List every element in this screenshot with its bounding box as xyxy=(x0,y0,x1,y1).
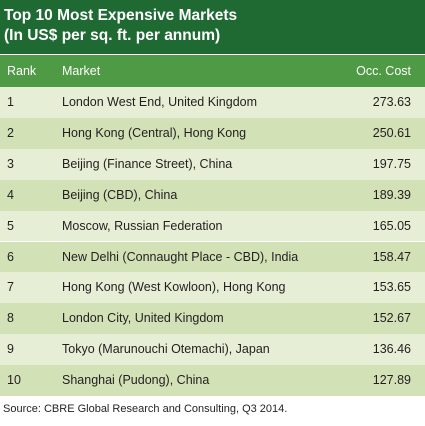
rank-cell: 6 xyxy=(7,249,14,264)
table-row: 5 Moscow, Russian Federation 165.05 xyxy=(0,210,425,242)
occ-cost-cell: 250.61 xyxy=(372,125,411,140)
table-body: 1 London West End, United Kingdom 273.63… xyxy=(0,87,425,396)
occ-cost-cell: 273.63 xyxy=(372,95,411,109)
rank-cell: 9 xyxy=(7,342,14,357)
table-row: 1 London West End, United Kingdom 273.63 xyxy=(0,87,425,118)
rank-cell: 8 xyxy=(7,311,14,326)
market-cell: London West End, United Kingdom xyxy=(62,95,258,109)
occ-cost-cell: 127.89 xyxy=(372,373,411,388)
market-cell: Hong Kong (Central), Hong Kong xyxy=(62,125,247,140)
occ-cost-cell: 158.47 xyxy=(372,249,411,264)
source-note: Source: CBRE Global Research and Consult… xyxy=(3,403,288,415)
rank-cell: 10 xyxy=(7,373,21,388)
market-cell: Moscow, Russian Federation xyxy=(62,218,223,233)
column-header-rank: Rank xyxy=(7,64,37,78)
table-title: Top 10 Most Expensive Markets (In US$ pe… xyxy=(0,0,425,54)
rank-cell: 5 xyxy=(7,218,14,233)
rank-cell: 2 xyxy=(7,125,14,140)
rank-cell: 7 xyxy=(7,280,14,295)
market-cell: London City, United Kingdom xyxy=(62,311,224,326)
markets-table-card: Top 10 Most Expensive Markets (In US$ pe… xyxy=(0,0,425,396)
market-cell: Tokyo (Marunouchi Otemachi), Japan xyxy=(62,342,270,357)
market-cell: Hong Kong (West Kowloon), Hong Kong xyxy=(62,280,286,295)
occ-cost-cell: 189.39 xyxy=(372,187,411,202)
table-row: 4 Beijing (CBD), China 189.39 xyxy=(0,179,425,211)
rank-cell: 3 xyxy=(7,156,14,171)
table-row: 10 Shanghai (Pudong), China 127.89 xyxy=(0,365,425,396)
market-cell: Shanghai (Pudong), China xyxy=(62,373,210,388)
occ-cost-cell: 165.05 xyxy=(372,218,411,233)
table-row: 6 New Delhi (Connaught Place - CBD), Ind… xyxy=(0,241,425,273)
table-title-line-1: Top 10 Most Expensive Markets xyxy=(4,7,238,24)
column-header-market: Market xyxy=(62,64,101,78)
rank-cell: 1 xyxy=(7,95,14,109)
market-cell: Beijing (CBD), China xyxy=(62,187,178,202)
occ-cost-cell: 153.65 xyxy=(372,280,411,295)
column-header-row: Rank Market Occ. Cost xyxy=(0,55,425,87)
column-header-occ-cost: Occ. Cost xyxy=(356,64,411,78)
rank-cell: 4 xyxy=(7,187,14,202)
occ-cost-cell: 136.46 xyxy=(372,342,411,357)
table-row: 7 Hong Kong (West Kowloon), Hong Kong 15… xyxy=(0,272,425,304)
occ-cost-cell: 197.75 xyxy=(372,156,411,171)
table-row: 2 Hong Kong (Central), Hong Kong 250.61 xyxy=(0,117,425,149)
occ-cost-cell: 152.67 xyxy=(372,311,411,326)
market-cell: Beijing (Finance Street), China xyxy=(62,156,233,171)
market-cell: New Delhi (Connaught Place - CBD), India xyxy=(62,249,299,264)
table-row: 9 Tokyo (Marunouchi Otemachi), Japan 136… xyxy=(0,334,425,366)
table-row: 8 London City, United Kingdom 152.67 xyxy=(0,303,425,335)
table-title-line-2: (In US$ per sq. ft. per annum) xyxy=(4,27,221,44)
table-row: 3 Beijing (Finance Street), China 197.75 xyxy=(0,148,425,180)
